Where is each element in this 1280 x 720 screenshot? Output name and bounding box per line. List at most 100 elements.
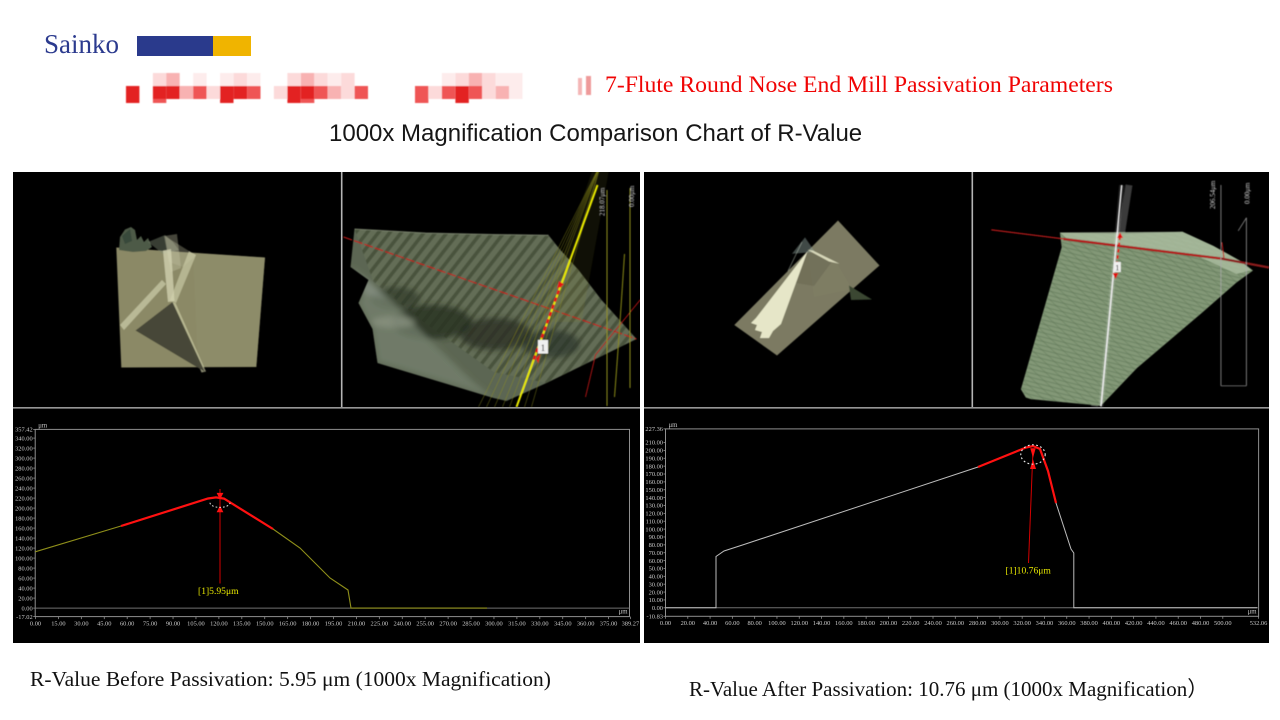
svg-text:375.00: 375.00 <box>600 621 618 628</box>
svg-text:210.00: 210.00 <box>348 621 366 628</box>
svg-text:60.00: 60.00 <box>649 558 663 565</box>
svg-text:μm: μm <box>619 609 629 616</box>
svg-text:105.00: 105.00 <box>187 621 205 628</box>
svg-text:389.27: 389.27 <box>622 621 640 628</box>
svg-text:360.00: 360.00 <box>1058 620 1076 627</box>
svg-text:300.00: 300.00 <box>15 455 33 462</box>
svg-text:255.00: 255.00 <box>416 621 434 628</box>
svg-text:20.00: 20.00 <box>681 620 695 627</box>
svg-text:420.00: 420.00 <box>1125 620 1143 627</box>
svg-text:75.00: 75.00 <box>143 621 157 628</box>
svg-text:460.00: 460.00 <box>1169 620 1187 627</box>
svg-text:[1]10.76μm: [1]10.76μm <box>1006 566 1052 577</box>
svg-text:180.00: 180.00 <box>857 620 875 627</box>
svg-text:80.00: 80.00 <box>747 620 761 627</box>
svg-text:120.00: 120.00 <box>645 511 663 518</box>
svg-text:10.00: 10.00 <box>649 597 663 604</box>
svg-text:190.00: 190.00 <box>645 455 663 462</box>
svg-text:480.00: 480.00 <box>1192 620 1210 627</box>
svg-text:120.00: 120.00 <box>15 545 33 552</box>
svg-text:345.00: 345.00 <box>554 621 572 628</box>
svg-text:220.00: 220.00 <box>902 620 920 627</box>
svg-text:180.00: 180.00 <box>645 463 663 470</box>
svg-text:180.00: 180.00 <box>302 621 320 628</box>
svg-text:0.00: 0.00 <box>30 621 41 628</box>
svg-text:40.00: 40.00 <box>703 620 717 627</box>
svg-text:80.00: 80.00 <box>649 542 663 549</box>
svg-text:30.00: 30.00 <box>649 581 663 588</box>
svg-text:340.00: 340.00 <box>1036 620 1054 627</box>
svg-text:500.00: 500.00 <box>1214 620 1232 627</box>
svg-text:μm: μm <box>1248 608 1258 615</box>
svg-text:150.00: 150.00 <box>645 487 663 494</box>
svg-text:195.00: 195.00 <box>325 621 343 628</box>
svg-text:90.00: 90.00 <box>166 621 180 628</box>
svg-text:80.00: 80.00 <box>18 565 32 572</box>
svg-text:170.00: 170.00 <box>645 471 663 478</box>
svg-text:100.00: 100.00 <box>768 620 786 627</box>
svg-text:260.00: 260.00 <box>15 475 33 482</box>
svg-text:218.07μm: 218.07μm <box>599 187 607 216</box>
svg-text:165.00: 165.00 <box>279 621 297 628</box>
svg-text:280.00: 280.00 <box>15 465 33 472</box>
svg-text:200.00: 200.00 <box>15 505 33 512</box>
svg-text:360.00: 360.00 <box>577 621 595 628</box>
svg-text:1: 1 <box>1115 263 1119 272</box>
svg-text:320.00: 320.00 <box>15 445 33 452</box>
svg-text:[1]5.95μm: [1]5.95μm <box>198 586 239 597</box>
svg-text:300.00: 300.00 <box>991 620 1009 627</box>
svg-text:210.00: 210.00 <box>645 440 663 447</box>
svg-text:0.00μm: 0.00μm <box>1244 182 1252 204</box>
svg-text:1: 1 <box>541 344 546 354</box>
svg-text:110.00: 110.00 <box>646 518 663 525</box>
svg-text:60.00: 60.00 <box>120 621 134 628</box>
svg-text:-10.83: -10.83 <box>646 614 663 621</box>
svg-text:15.00: 15.00 <box>51 621 65 628</box>
svg-text:340.00: 340.00 <box>15 435 33 442</box>
svg-text:532.06: 532.06 <box>1250 620 1268 627</box>
svg-text:0.00μm: 0.00μm <box>628 185 636 207</box>
svg-text:225.00: 225.00 <box>371 621 389 628</box>
svg-text:220.00: 220.00 <box>15 495 33 502</box>
svg-text:120.00: 120.00 <box>210 621 228 628</box>
svg-text:40.00: 40.00 <box>649 574 663 581</box>
svg-text:280.00: 280.00 <box>969 620 987 627</box>
svg-text:130.00: 130.00 <box>645 503 663 510</box>
svg-text:400.00: 400.00 <box>1103 620 1121 627</box>
svg-text:300.00: 300.00 <box>485 621 503 628</box>
svg-text:206.54μm: 206.54μm <box>1209 180 1217 209</box>
svg-text:440.00: 440.00 <box>1147 620 1165 627</box>
svg-text:40.00: 40.00 <box>18 585 32 592</box>
svg-text:240.00: 240.00 <box>393 621 411 628</box>
svg-text:200.00: 200.00 <box>645 448 663 455</box>
svg-text:60.00: 60.00 <box>18 575 32 582</box>
svg-text:20.00: 20.00 <box>649 589 663 596</box>
svg-text:330.00: 330.00 <box>531 621 549 628</box>
svg-text:90.00: 90.00 <box>649 534 663 541</box>
svg-text:160.00: 160.00 <box>15 525 33 532</box>
svg-text:120.00: 120.00 <box>790 620 808 627</box>
svg-text:60.00: 60.00 <box>725 620 739 627</box>
svg-text:270.00: 270.00 <box>439 621 457 628</box>
svg-text:357.42: 357.42 <box>15 427 33 434</box>
svg-text:160.00: 160.00 <box>835 620 853 627</box>
svg-text:160.00: 160.00 <box>645 479 663 486</box>
svg-text:μm: μm <box>38 422 48 429</box>
svg-text:180.00: 180.00 <box>15 515 33 522</box>
svg-text:0.00: 0.00 <box>652 605 663 612</box>
svg-text:140.00: 140.00 <box>645 495 663 502</box>
svg-text:150.00: 150.00 <box>256 621 274 628</box>
svg-text:380.00: 380.00 <box>1080 620 1098 627</box>
svg-text:30.00: 30.00 <box>74 621 88 628</box>
svg-text:70.00: 70.00 <box>649 550 663 557</box>
svg-text:240.00: 240.00 <box>924 620 942 627</box>
svg-text:200.00: 200.00 <box>880 620 898 627</box>
svg-text:100.00: 100.00 <box>645 526 663 533</box>
svg-text:315.00: 315.00 <box>508 621 526 628</box>
svg-text:0.00: 0.00 <box>660 620 671 627</box>
svg-text:45.00: 45.00 <box>97 621 111 628</box>
svg-text:140.00: 140.00 <box>15 535 33 542</box>
svg-text:μm: μm <box>669 422 679 429</box>
svg-text:227.36: 227.36 <box>645 426 663 433</box>
svg-text:260.00: 260.00 <box>947 620 965 627</box>
